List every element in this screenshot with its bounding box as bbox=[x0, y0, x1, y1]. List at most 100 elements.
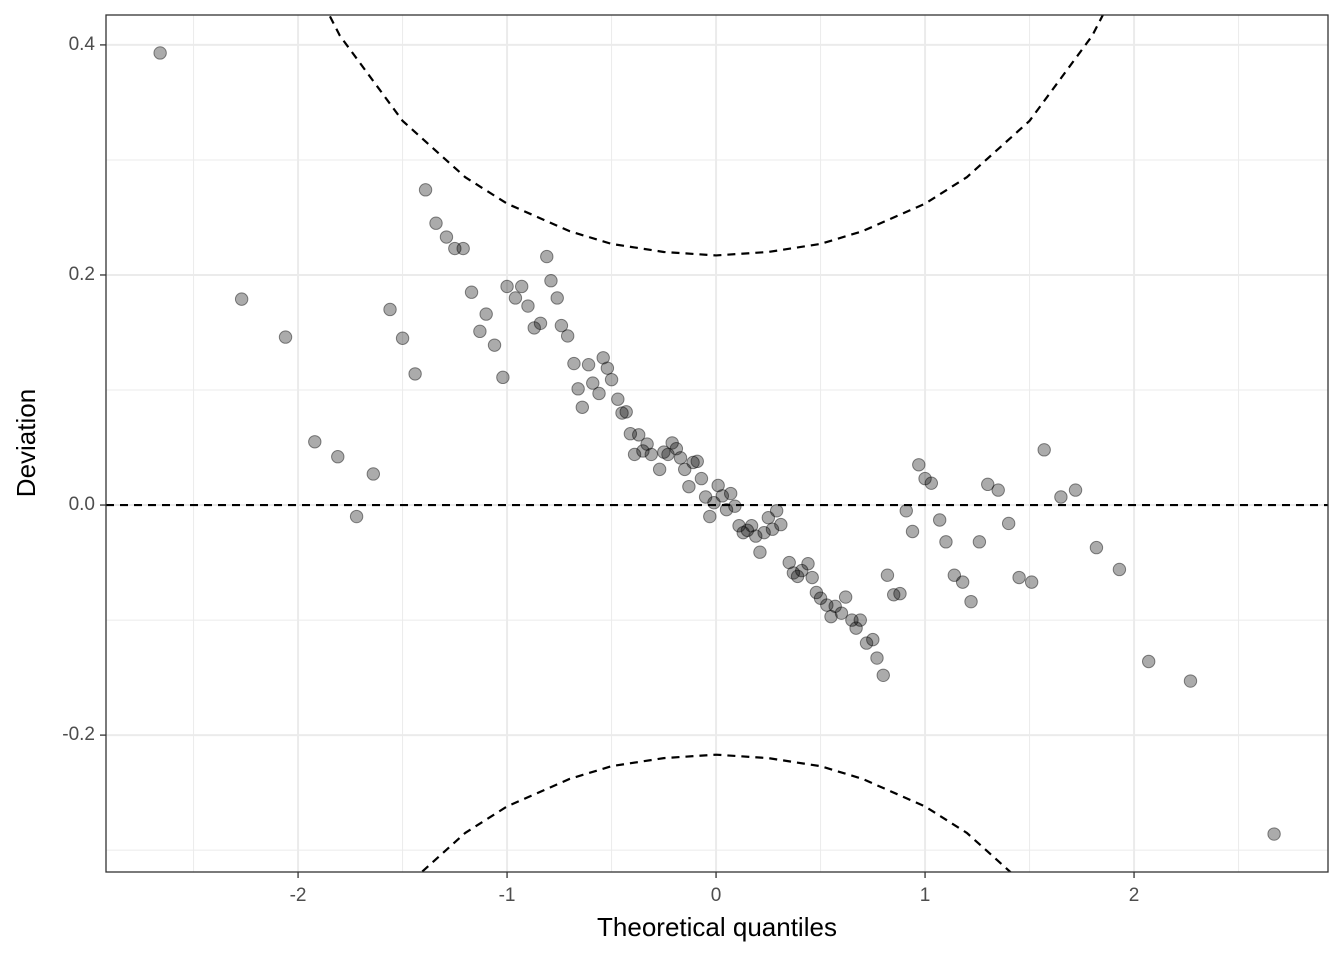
confidence-band bbox=[328, 15, 1105, 257]
data-point bbox=[870, 651, 884, 665]
data-point bbox=[600, 361, 615, 375]
data-point bbox=[586, 376, 600, 390]
data-point bbox=[673, 451, 688, 465]
data-point bbox=[575, 400, 590, 414]
data-point bbox=[912, 458, 926, 472]
y-tick-label: 0.0 bbox=[69, 494, 95, 515]
data-point bbox=[581, 358, 596, 372]
data-point bbox=[479, 307, 493, 321]
data-point bbox=[560, 329, 575, 343]
data-point bbox=[514, 279, 529, 294]
data-point bbox=[636, 444, 650, 458]
data-point bbox=[682, 479, 696, 494]
data-point bbox=[769, 504, 784, 518]
data-point bbox=[623, 427, 638, 441]
x-tick-label: 1 bbox=[920, 885, 931, 906]
data-point bbox=[604, 372, 619, 387]
data-point bbox=[939, 535, 953, 549]
data-point bbox=[728, 499, 742, 513]
data-point bbox=[678, 462, 692, 477]
data-point bbox=[496, 370, 510, 385]
data-point bbox=[1112, 562, 1127, 577]
data-point bbox=[955, 575, 970, 589]
data-point bbox=[661, 447, 675, 462]
data-point bbox=[866, 632, 880, 647]
x-tick-label: -1 bbox=[499, 885, 516, 906]
data-point bbox=[615, 406, 629, 420]
data-point bbox=[805, 570, 819, 585]
data-point bbox=[876, 668, 890, 682]
data-point bbox=[918, 471, 932, 486]
data-point bbox=[439, 230, 454, 244]
data-point bbox=[740, 523, 755, 538]
data-point bbox=[464, 285, 479, 299]
data-point bbox=[592, 386, 606, 401]
data-point bbox=[828, 599, 842, 613]
data-point bbox=[521, 299, 535, 313]
plot-area bbox=[106, 15, 1328, 872]
data-point bbox=[1054, 490, 1068, 504]
data-point bbox=[632, 428, 646, 442]
data-point bbox=[991, 483, 1005, 497]
data-point bbox=[527, 321, 541, 335]
data-point bbox=[619, 405, 633, 419]
data-point bbox=[383, 302, 397, 317]
data-point bbox=[1012, 570, 1026, 585]
data-point bbox=[795, 563, 809, 578]
data-point bbox=[893, 586, 907, 601]
data-point bbox=[765, 522, 780, 536]
data-point bbox=[782, 555, 796, 570]
data-point bbox=[899, 504, 913, 518]
data-point bbox=[554, 318, 569, 333]
data-point bbox=[849, 621, 863, 635]
data-point bbox=[596, 351, 610, 365]
data-point bbox=[809, 585, 824, 600]
data-point bbox=[711, 478, 725, 493]
data-point bbox=[1267, 827, 1281, 841]
grid bbox=[106, 15, 1328, 872]
data-point bbox=[1183, 674, 1198, 688]
data-point bbox=[845, 613, 859, 627]
data-point bbox=[1089, 540, 1104, 555]
data-point bbox=[571, 382, 585, 396]
data-point bbox=[657, 445, 671, 459]
data-point bbox=[732, 519, 746, 533]
data-point bbox=[749, 529, 763, 543]
y-tick-label: 0.4 bbox=[69, 34, 96, 55]
data-point bbox=[349, 509, 364, 524]
data-point bbox=[736, 525, 750, 540]
data-point bbox=[331, 450, 345, 464]
data-point bbox=[887, 588, 901, 602]
data-point bbox=[838, 590, 853, 604]
data-point bbox=[761, 510, 776, 525]
data-point bbox=[757, 525, 771, 540]
data-point bbox=[694, 471, 709, 486]
data-point bbox=[707, 496, 721, 510]
data-point bbox=[1001, 516, 1016, 531]
data-point bbox=[723, 486, 738, 501]
data-point bbox=[366, 467, 381, 481]
axes: -2 -1 0 1 2 -0.2 0.0 0.2 0.4 bbox=[62, 34, 1139, 906]
data-point bbox=[153, 46, 167, 60]
data-point bbox=[1141, 654, 1156, 669]
data-point bbox=[408, 367, 422, 381]
data-point bbox=[278, 330, 293, 344]
data-point bbox=[774, 517, 788, 532]
x-axis-title: Theoretical quantiles bbox=[597, 912, 837, 942]
data-point bbox=[665, 436, 679, 450]
data-point bbox=[533, 316, 548, 330]
data-point bbox=[964, 594, 978, 609]
data-point bbox=[640, 437, 654, 451]
data-point bbox=[880, 568, 895, 582]
data-point bbox=[1024, 575, 1039, 589]
data-point bbox=[1068, 483, 1083, 497]
data-point bbox=[627, 447, 642, 462]
data-point bbox=[932, 513, 947, 527]
data-point bbox=[947, 568, 962, 582]
data-point bbox=[567, 356, 581, 371]
data-point bbox=[824, 609, 838, 624]
data-point bbox=[652, 462, 667, 477]
data-point bbox=[719, 502, 734, 517]
data-point bbox=[703, 509, 717, 524]
